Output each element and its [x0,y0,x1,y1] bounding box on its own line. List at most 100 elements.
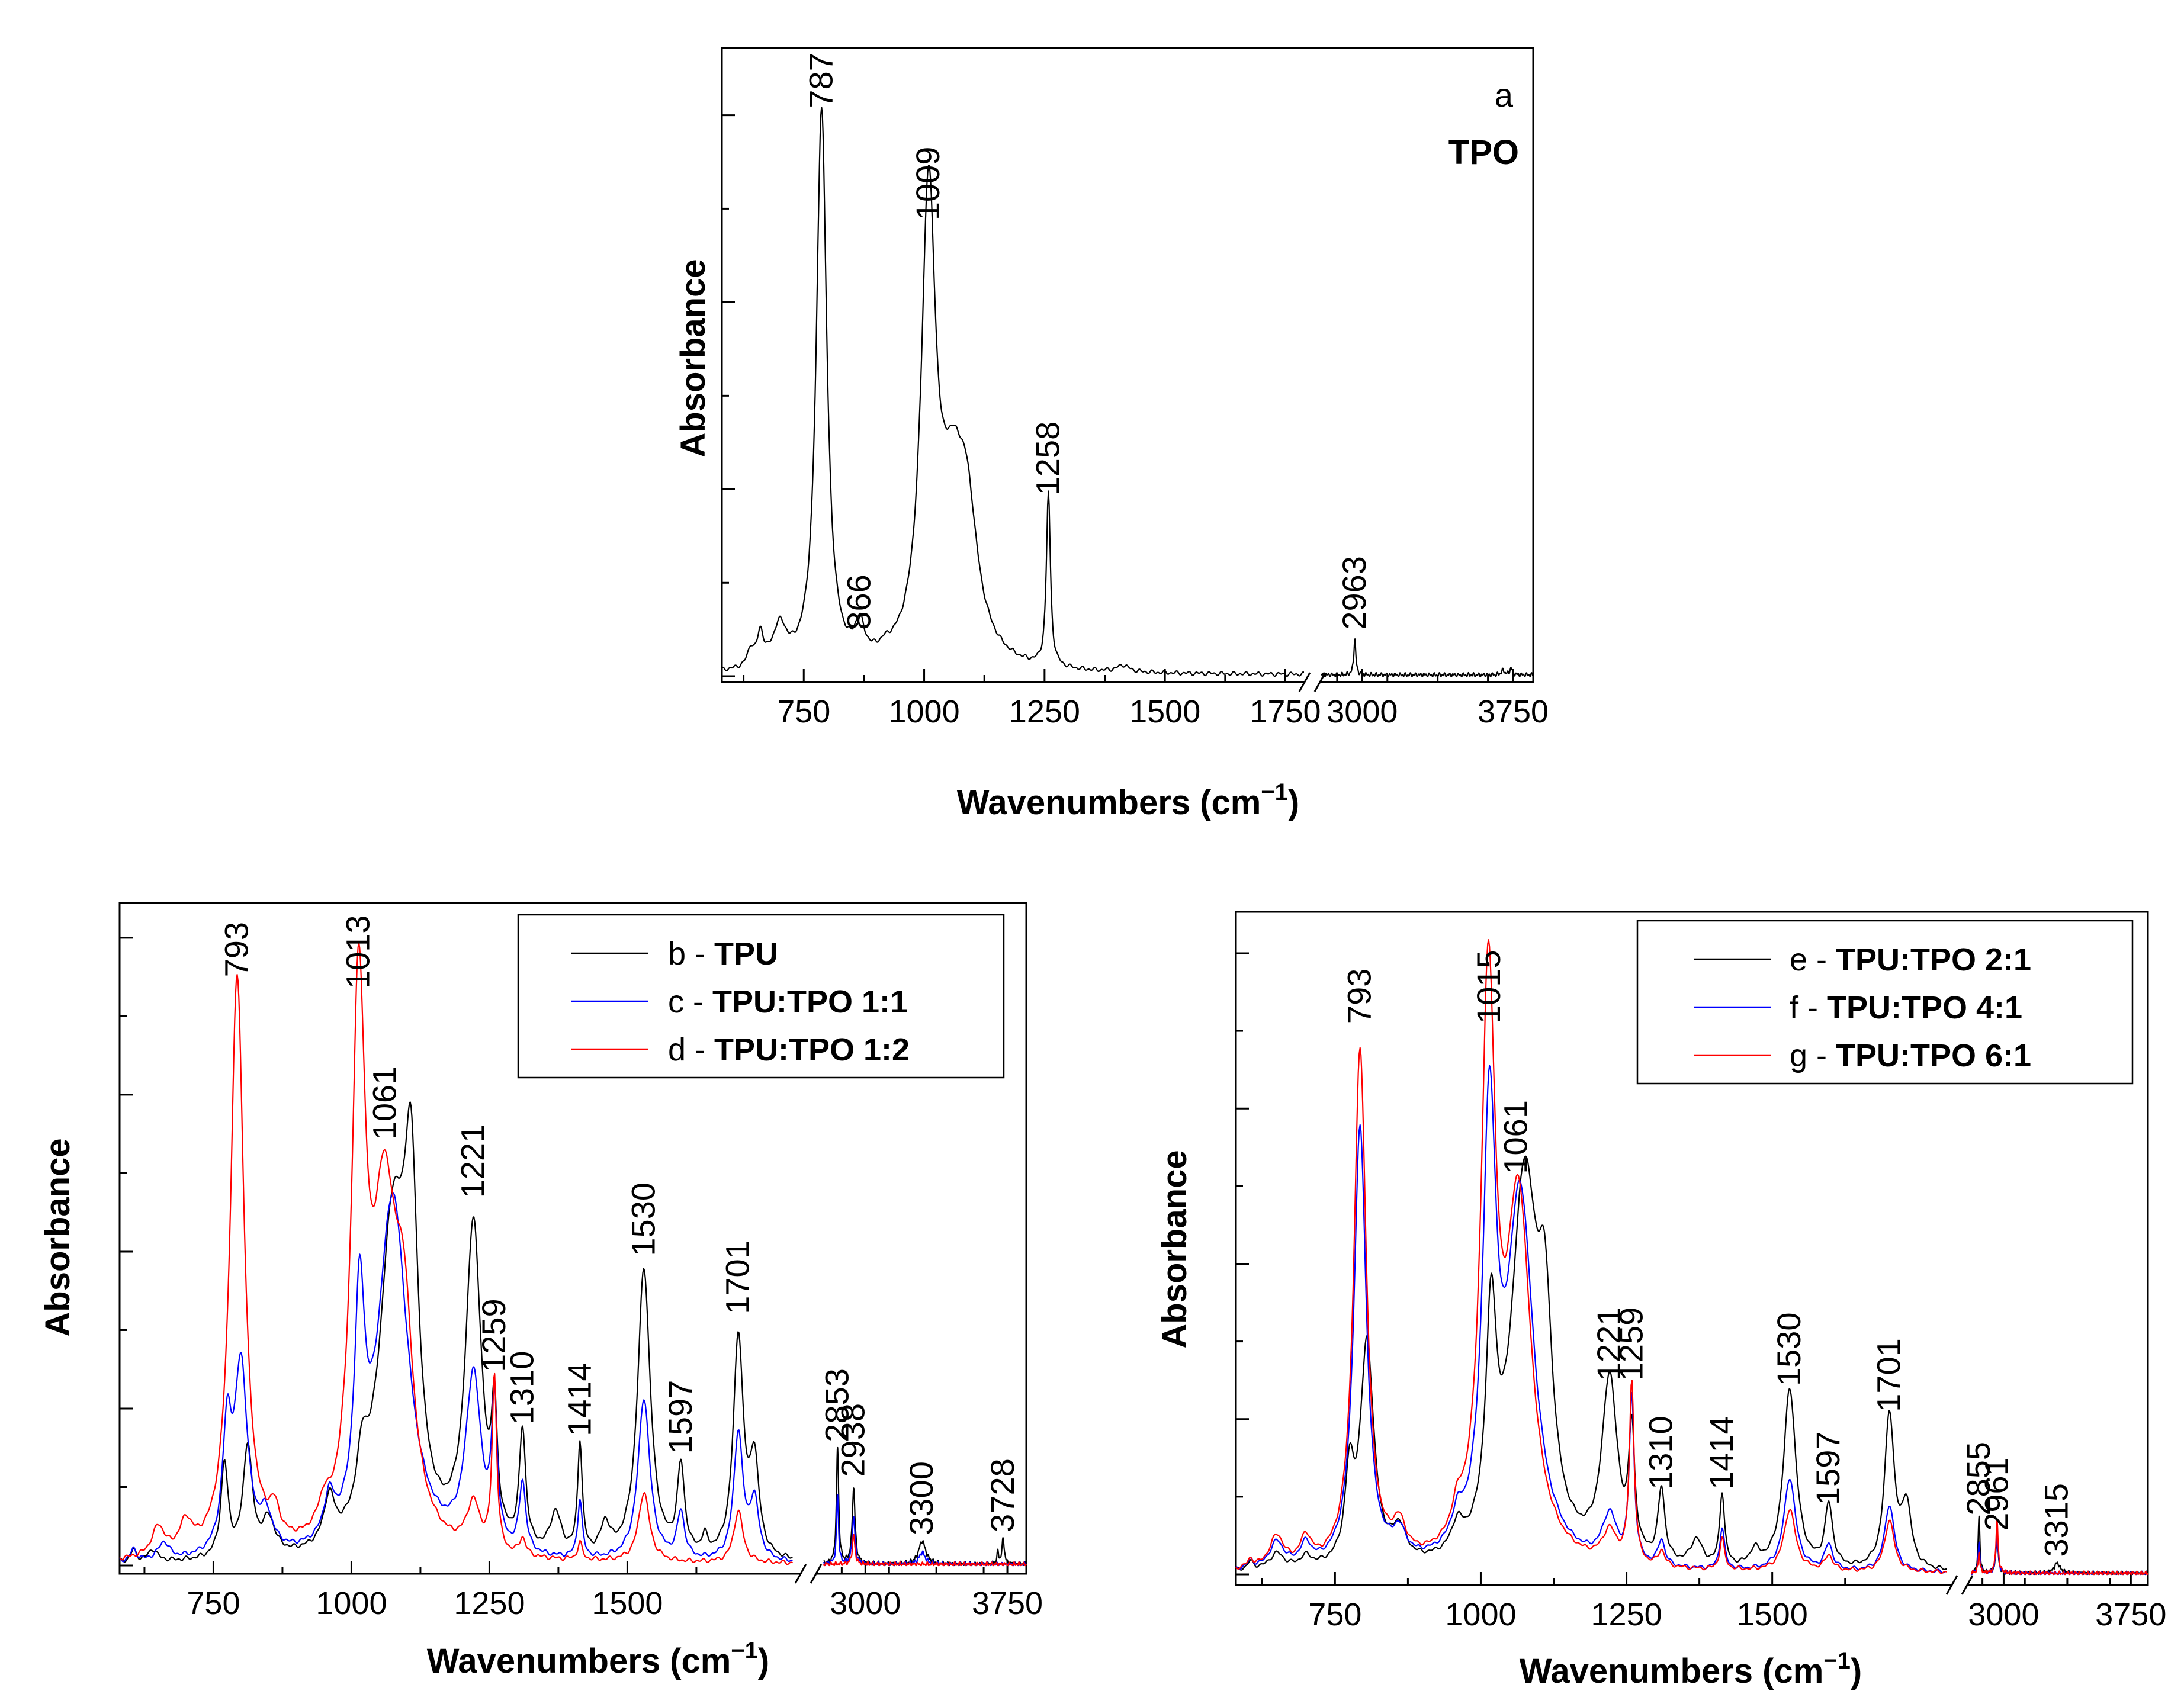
panel-efg-y-axis-title: Absorbance [1155,1150,1194,1348]
peak-label-2853: 2853 [818,1368,855,1442]
legend-entry-d: d - TPU:TPO 1:2 [668,1032,910,1068]
peak-label-2855: 2855 [1960,1442,1997,1516]
peak-label-1310: 1310 [1642,1416,1679,1490]
panel-efg-frame [1235,911,2149,1586]
x-tick-label-1250: 1250 [1009,694,1080,729]
legend-name-g: TPU:TPO 6:1 [1836,1038,2031,1073]
panel-bcd-tick-labels: 750 1000 1250 1500 3000 3750 [187,1586,1043,1621]
legend-entry-b: b - TPU [668,936,778,972]
panel-bcd-legend-box [517,914,1005,1079]
panel-a-chart: 750 1000 1250 1500 1750 3000 3750 787 866 1009 12… [674,47,1549,822]
x-tick-label-750: 750 [1308,1597,1361,1632]
panel-bcd-chart: 750 1000 1250 1500 3000 3750 793 1013 1061 1221 1… [38,902,1043,1680]
panel-a-x-axis-title-sup: −1 [1261,779,1288,805]
panel-a-x-axis-title-main: Wavenumbers (cm [957,783,1261,822]
panel-bcd-series [119,942,1027,1567]
axis-break-slash-left [794,1564,807,1584]
x-tick-label-1500: 1500 [1129,694,1200,729]
series-tpu-seg1 [823,1446,1027,1567]
peak-label-1061: 1061 [365,1066,403,1140]
peak-label-1015: 1015 [1470,950,1507,1024]
peak-label-1597: 1597 [1809,1432,1846,1506]
peak-label-1259: 1259 [475,1298,512,1372]
axis-break-gap [1304,671,1321,693]
axis-break-slash-left [1945,1575,1958,1595]
peak-label-793: 793 [1341,969,1378,1024]
series-tpu-tpo-2-1-seg0 [1235,1155,1947,1571]
legend-name-d: TPU:TPO 1:2 [714,1032,910,1068]
axis-break-slash-left [1298,672,1311,692]
panel-bcd-frame [118,902,1027,1575]
peak-label-1597: 1597 [661,1380,699,1454]
legend-entry-e: e - TPU:TPO 2:1 [1790,942,2031,978]
panel-efg-x-axis-title-sup: −1 [1823,1648,1851,1674]
axis-break-slash-right [1313,672,1327,692]
legend-entry-f: f - TPU:TPO 4:1 [1790,990,2022,1025]
legend-prefix-e: e - [1790,942,1836,978]
legend-prefix-f: f - [1790,990,1827,1025]
panel-bcd-y-axis-title: Absorbance [38,1138,77,1336]
peak-label-1310: 1310 [503,1351,540,1425]
x-tick-label-750: 750 [777,694,830,729]
panel-a-series [721,107,1534,677]
peak-label-1414: 1414 [560,1362,598,1436]
legend-name-c: TPU:TPO 1:1 [712,984,908,1020]
panel-efg-legend-box [1636,920,2134,1085]
panel-efg-tick-labels: 750 1000 1250 1500 3000 3750 [1308,1597,2166,1632]
x-tick-label-3750: 3750 [2095,1597,2166,1632]
legend-prefix-c: c - [668,984,712,1020]
peak-label-787: 787 [802,53,839,108]
series-tpu-seg0 [119,1101,793,1563]
peak-label-2961: 2961 [1977,1457,2015,1531]
legend-name-b: TPU [714,936,778,972]
peak-label-1009: 1009 [909,147,946,221]
peak-label-1530: 1530 [1770,1312,1807,1386]
series-tpo-seg0 [721,107,1305,677]
peak-label-2963: 2963 [1335,556,1373,630]
panel-bcd-x-axis-title-close: ) [758,1642,769,1680]
panel-efg-series [1235,939,2148,1576]
series-tpu-tpo-6-1-seg0 [1235,939,1947,1574]
legend-prefix-g: g - [1790,1038,1836,1073]
x-tick-label-1250: 1250 [454,1586,525,1621]
legend-name-f: TPU:TPO 4:1 [1827,990,2022,1025]
panel-a-letter: a [1495,76,1514,114]
x-tick-label-1750: 1750 [1250,694,1321,729]
legend-prefix-b: b - [668,936,714,972]
peak-label-866: 866 [840,574,878,629]
peak-label-2938: 2938 [834,1403,872,1477]
panel-a-y-axis-title: Absorbance [674,259,712,457]
panel-bcd-x-axis-title: Wavenumbers (cm−1) [427,1638,770,1680]
peak-label-1701: 1701 [1870,1338,1907,1412]
panel-efg-axis-break [1945,1574,1974,1596]
peak-label-1013: 1013 [339,915,377,989]
x-tick-label-1000: 1000 [316,1586,387,1621]
panel-efg-x-axis-title-main: Wavenumbers (cm [1520,1652,1824,1690]
x-tick-label-1250: 1250 [1591,1597,1662,1632]
panel-efg-legend: e - TPU:TPO 2:1 f - TPU:TPO 4:1 g - TPU:… [1636,920,2134,1085]
panel-efg-x-axis-title: Wavenumbers (cm−1) [1520,1648,1862,1690]
peak-label-793: 793 [218,922,255,977]
peak-label-1259: 1259 [1612,1307,1649,1381]
x-tick-label-750: 750 [187,1586,240,1621]
panel-bcd-axis-break [794,1563,823,1584]
x-tick-label-1000: 1000 [1445,1597,1516,1632]
panel-a-axis-break [1298,671,1327,693]
x-tick-label-3000: 3000 [1327,694,1398,729]
panel-efg-x-axis-title-close: ) [1851,1652,1862,1690]
legend-entry-g: g - TPU:TPO 6:1 [1790,1038,2031,1073]
peak-label-1414: 1414 [1703,1416,1740,1490]
axis-break-gap [800,1563,817,1584]
panel-a-x-axis-title-close: ) [1288,783,1299,822]
legend-entry-c: c - TPU:TPO 1:1 [668,984,908,1020]
axis-break-slash-right [1961,1575,1974,1595]
panel-a-x-axis-title: Wavenumbers (cm−1) [957,779,1300,822]
x-tick-label-1500: 1500 [592,1586,663,1621]
peak-label-1061: 1061 [1497,1100,1534,1174]
panel-bcd-ticks [120,937,1009,1574]
legend-name-e: TPU:TPO 2:1 [1836,942,2031,978]
panel-bcd-x-axis-title-main: Wavenumbers (cm [427,1642,731,1680]
panel-a-title: TPO [1448,133,1519,172]
